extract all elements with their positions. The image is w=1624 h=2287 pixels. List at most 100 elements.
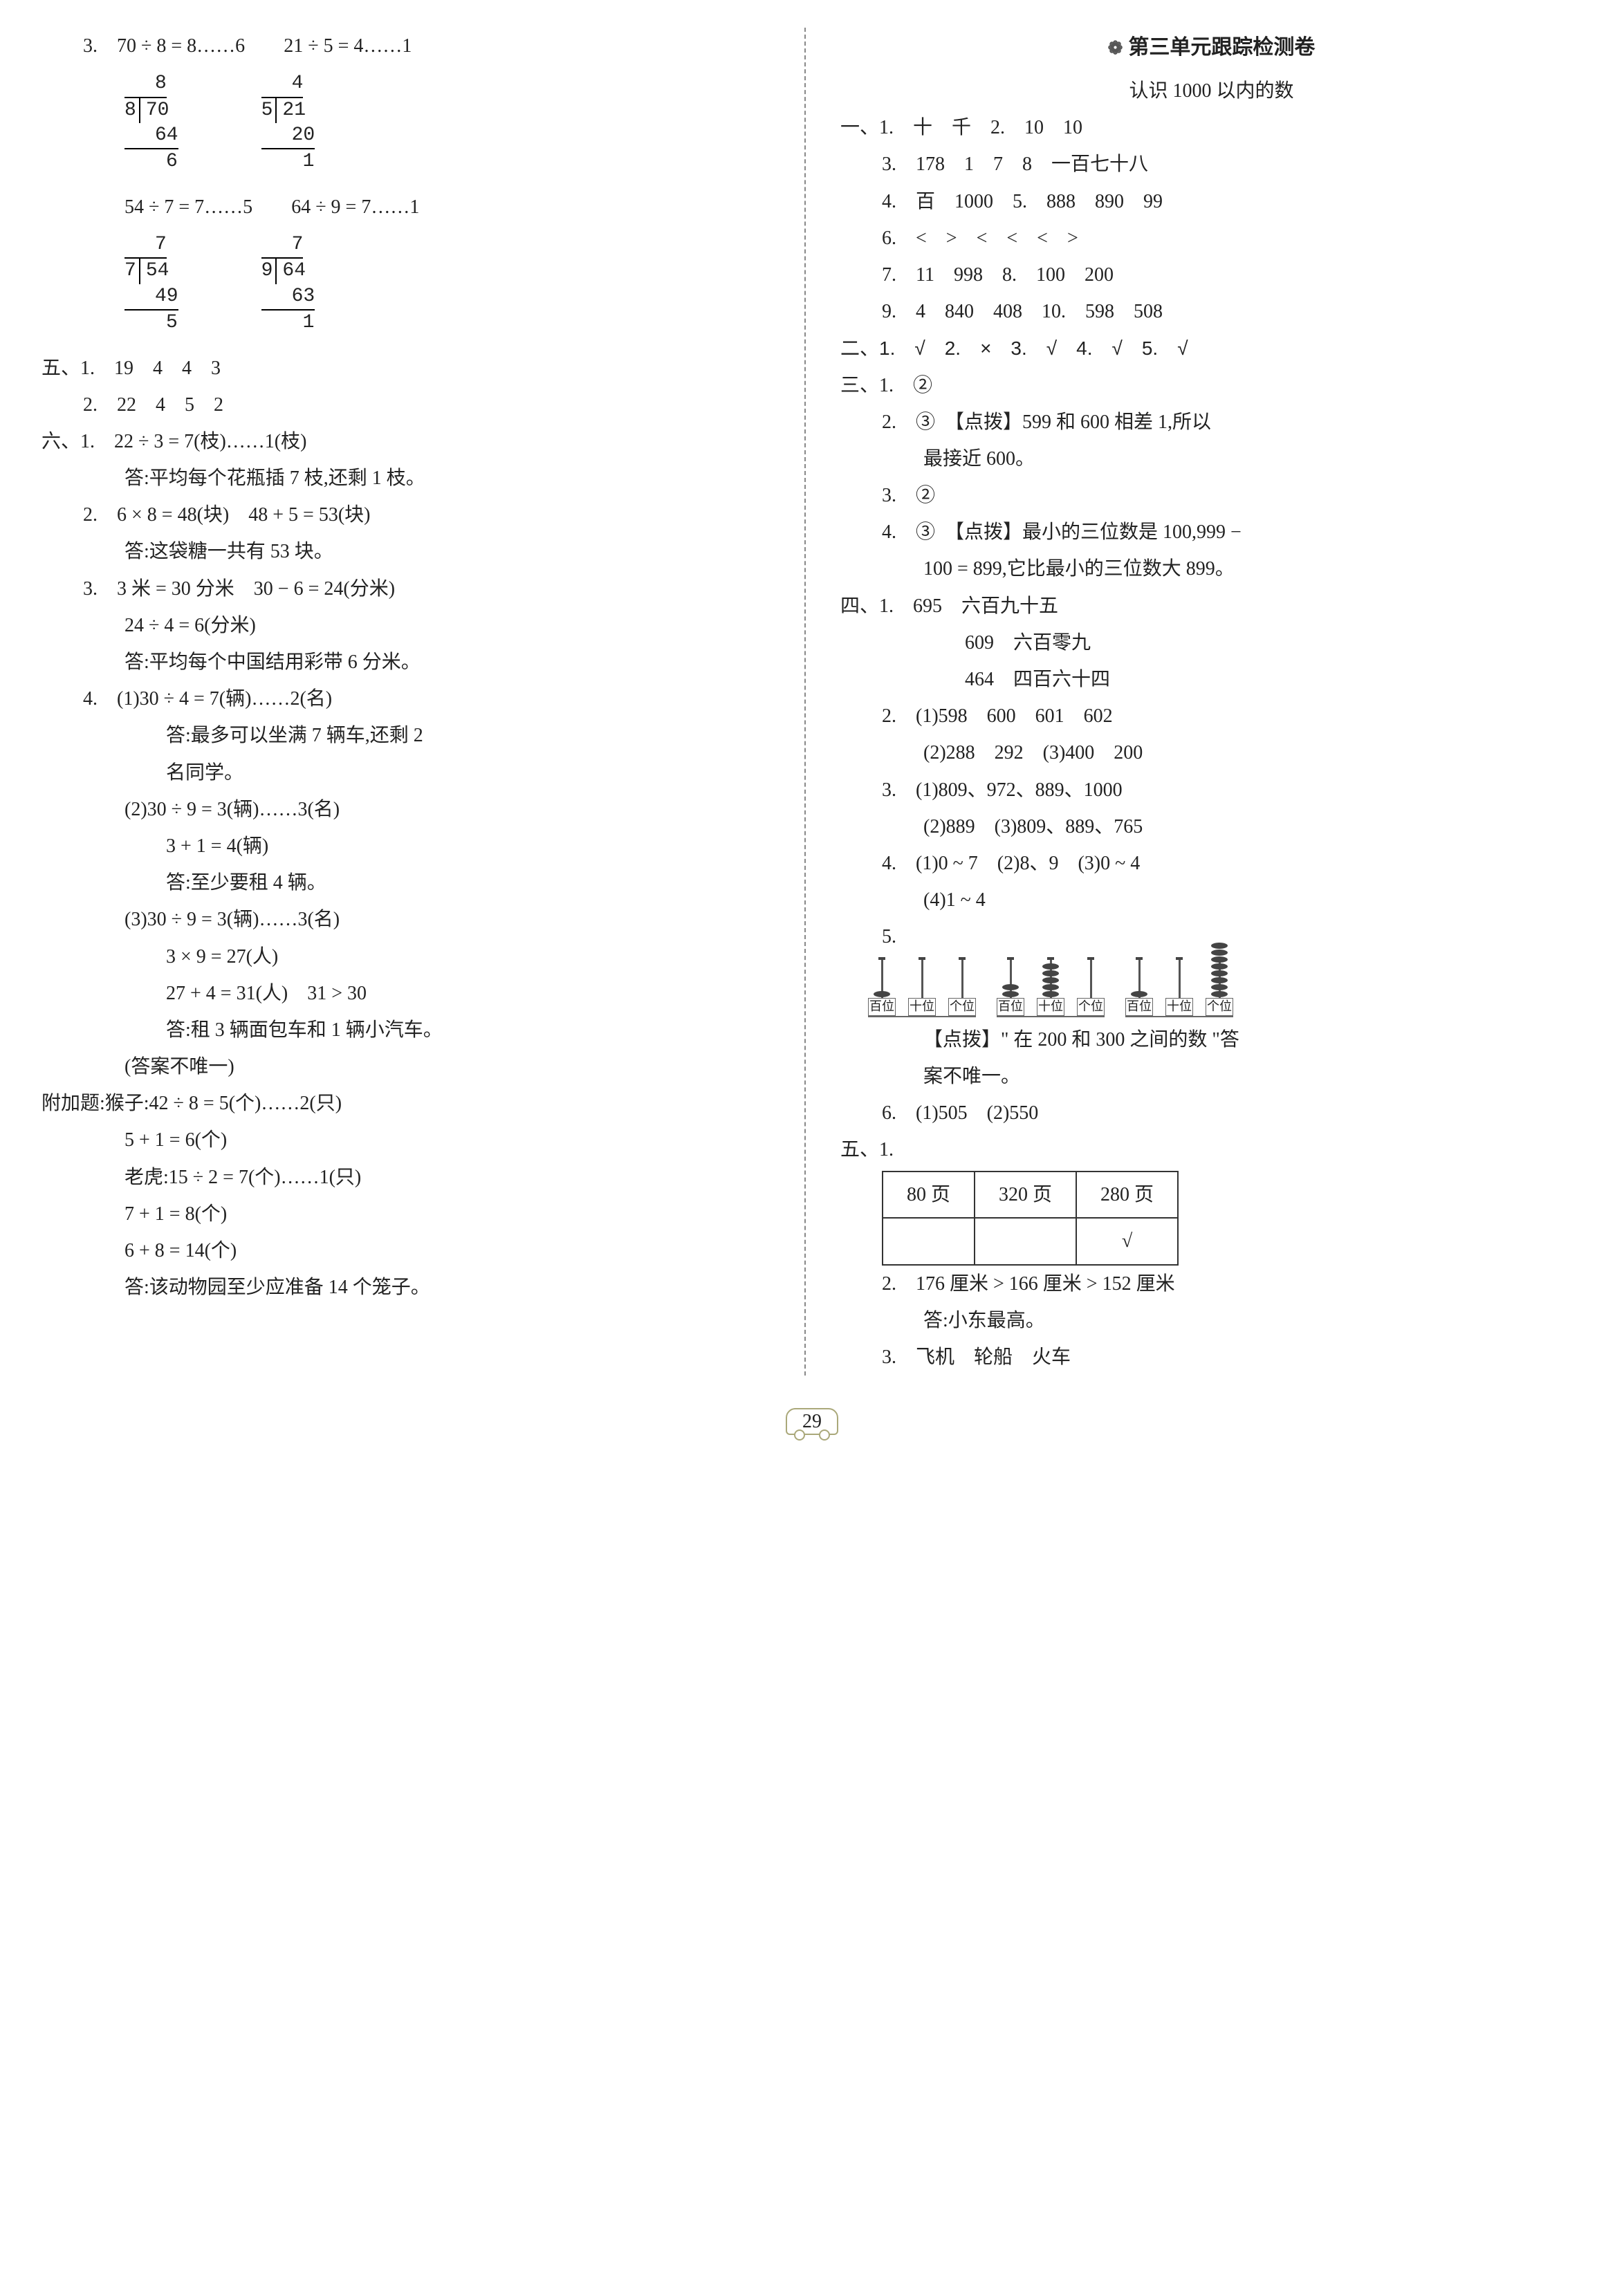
calc-line: 6 + 8 = 14(个) bbox=[41, 1232, 784, 1269]
table-cell bbox=[975, 1218, 1076, 1264]
abacus-rod: 十位 bbox=[1037, 960, 1064, 1016]
table-cell: 280 页 bbox=[1076, 1172, 1178, 1218]
section-5-2: 2. 22 4 5 2 bbox=[41, 387, 784, 423]
paw-icon: ❁ bbox=[1108, 38, 1123, 58]
table-row: 80 页 320 页 280 页 bbox=[883, 1172, 1178, 1218]
table-row: √ bbox=[883, 1218, 1178, 1264]
abacus-rod: 百位 bbox=[868, 960, 896, 1016]
title-text: 第三单元跟踪检测卷 bbox=[1128, 36, 1315, 59]
calc-line: 24 ÷ 4 = 6(分米) bbox=[41, 607, 784, 644]
longdiv-a: 8 870 64 6 bbox=[124, 71, 178, 175]
table-cell: 80 页 bbox=[883, 1172, 975, 1218]
answer-line: 答:租 3 辆面包车和 1 辆小汽车。 bbox=[41, 1012, 784, 1048]
hint-cont: 最接近 600。 bbox=[840, 441, 1583, 477]
longdiv-row-2: 7 754 49 5 7 964 63 1 bbox=[41, 232, 784, 336]
eq: 70 ÷ 8 = 8……6 bbox=[117, 35, 245, 57]
answer-line: 答:至少要租 4 辆。 bbox=[41, 864, 784, 901]
abacus-label: 个位 bbox=[1206, 998, 1233, 1016]
page-number: 29 bbox=[802, 1411, 822, 1432]
section-5-3: 3. 飞机 轮船 火车 bbox=[840, 1339, 1583, 1376]
abacus-label: 个位 bbox=[948, 998, 976, 1016]
section-5-table: 80 页 320 页 280 页 √ bbox=[882, 1171, 1179, 1265]
left-column: 3. 70 ÷ 8 = 8……6 21 ÷ 5 = 4……1 8 870 64 … bbox=[41, 28, 806, 1376]
section-3-1: 三、1. ② bbox=[840, 367, 1583, 404]
abacus-label: 百位 bbox=[1125, 998, 1153, 1016]
table-cell: 320 页 bbox=[975, 1172, 1076, 1218]
unit-subtitle: 认识 1000 以内的数 bbox=[840, 73, 1583, 109]
calc-line: 老虎:15 ÷ 2 = 7(个)……1(只) bbox=[41, 1159, 784, 1196]
section-1-6: 6. < > < < < > bbox=[840, 220, 1583, 257]
answer-line: 答:该动物园至少应准备 14 个笼子。 bbox=[41, 1269, 784, 1306]
unit-title: ❁第三单元跟踪检测卷 bbox=[840, 28, 1583, 67]
hint-cont: 100 = 899,它比最小的三位数大 899。 bbox=[840, 550, 1583, 587]
answer-line: 答:平均每个花瓶插 7 枝,还剩 1 枝。 bbox=[41, 460, 784, 497]
abacus-label: 个位 bbox=[1077, 998, 1105, 1016]
table-cell: √ bbox=[1076, 1218, 1178, 1264]
abacus-rod: 个位 bbox=[948, 960, 976, 1016]
calc-line: 3 × 9 = 27(人) bbox=[41, 938, 784, 975]
abacus-label: 百位 bbox=[997, 998, 1024, 1016]
calc-line: (2)30 ÷ 9 = 3(辆)……3(名) bbox=[41, 791, 784, 828]
longdiv-b: 4 521 20 1 bbox=[261, 71, 315, 175]
abacus-rod: 百位 bbox=[997, 960, 1024, 1016]
page-number-badge: 29 bbox=[786, 1408, 838, 1435]
section-4-5: 5. bbox=[840, 918, 1583, 955]
section-2: 二、1. √ 2. × 3. √ 4. √ 5. √ bbox=[840, 330, 1583, 367]
eq: 64 ÷ 9 = 7……1 bbox=[291, 196, 419, 218]
answer-line: 答:平均每个中国结用彩带 6 分米。 bbox=[41, 644, 784, 680]
calc-line: 3 + 1 = 4(辆) bbox=[41, 828, 784, 864]
calc-line: 5 + 1 = 6(个) bbox=[41, 1122, 784, 1158]
calc-line: 7 + 1 = 8(个) bbox=[41, 1196, 784, 1232]
section-4-1b: 464 四百六十四 bbox=[840, 661, 1583, 698]
longdiv-c: 7 754 49 5 bbox=[124, 232, 178, 336]
section-4-4a: (4)1 ~ 4 bbox=[840, 882, 1583, 918]
page-number-wrap: 29 bbox=[41, 1403, 1583, 1440]
abacus-rod: 十位 bbox=[1165, 960, 1193, 1016]
section-4-3: 3. (1)809、972、889、1000 bbox=[840, 772, 1583, 808]
calc-line: (3)30 ÷ 9 = 3(辆)……3(名) bbox=[41, 901, 784, 938]
section-6-4: 4. (1)30 ÷ 4 = 7(辆)……2(名) bbox=[41, 680, 784, 717]
calc-line: 27 + 4 = 31(人) 31 > 30 bbox=[41, 975, 784, 1012]
answer-line: 答:小东最高。 bbox=[840, 1302, 1583, 1339]
answer-cont: 名同学。 bbox=[41, 754, 784, 791]
section-1-1: 一、1. 十 千 2. 10 10 bbox=[840, 109, 1583, 146]
note-line: (答案不唯一) bbox=[41, 1048, 784, 1085]
section-1-4: 4. 百 1000 5. 888 890 99 bbox=[840, 183, 1583, 220]
eq-row: 54 ÷ 7 = 7……5 64 ÷ 9 = 7……1 bbox=[41, 189, 784, 225]
section-4-5note2: 案不唯一。 bbox=[840, 1058, 1583, 1095]
section-4-1a: 609 六百零九 bbox=[840, 624, 1583, 661]
section-5-1: 五、1. 19 4 4 3 bbox=[41, 350, 784, 387]
abacus-rod: 十位 bbox=[908, 960, 936, 1016]
section-4-4: 4. (1)0 ~ 7 (2)8、9 (3)0 ~ 4 bbox=[840, 845, 1583, 882]
abacus-label: 十位 bbox=[1037, 998, 1064, 1016]
section-6-3: 3. 3 米 = 30 分米 30 − 6 = 24(分米) bbox=[41, 571, 784, 607]
page-content: 3. 70 ÷ 8 = 8……6 21 ÷ 5 = 4……1 8 870 64 … bbox=[41, 28, 1583, 1376]
section-4-6: 6. (1)505 (2)550 bbox=[840, 1095, 1583, 1131]
section-3-3: 3. ② bbox=[840, 477, 1583, 514]
abacus-label: 十位 bbox=[1165, 998, 1193, 1016]
abacus-rod: 个位 bbox=[1077, 960, 1105, 1016]
section-4-3a: (2)889 (3)809、889、765 bbox=[840, 808, 1583, 845]
extra-header: 附加题:猴子:42 ÷ 8 = 5(个)……2(只) bbox=[41, 1085, 784, 1122]
abacus-label: 十位 bbox=[908, 998, 936, 1016]
abacus-rod: 百位 bbox=[1125, 960, 1153, 1016]
section-4-2a: (2)288 292 (3)400 200 bbox=[840, 734, 1583, 771]
longdiv-d: 7 964 63 1 bbox=[261, 232, 315, 336]
section-4-2: 2. (1)598 600 601 602 bbox=[840, 698, 1583, 734]
section-6-1: 六、1. 22 ÷ 3 = 7(枝)……1(枝) bbox=[41, 423, 784, 460]
abacus-row: 百位十位个位百位十位个位百位十位个位 bbox=[840, 960, 1583, 1017]
section-5-2: 2. 176 厘米 > 166 厘米 > 152 厘米 bbox=[840, 1266, 1583, 1302]
abacus: 百位十位个位 bbox=[1125, 960, 1233, 1017]
section-3-2: 2. ③ 【点拨】599 和 600 相差 1,所以 bbox=[840, 404, 1583, 441]
answer-line: 答:最多可以坐满 7 辆车,还剩 2 bbox=[41, 717, 784, 754]
section-4-5note: 【点拨】" 在 200 和 300 之间的数 "答 bbox=[840, 1021, 1583, 1058]
section-6-2: 2. 6 × 8 = 48(块) 48 + 5 = 53(块) bbox=[41, 497, 784, 533]
right-column: ❁第三单元跟踪检测卷 认识 1000 以内的数 一、1. 十 千 2. 10 1… bbox=[833, 28, 1583, 1376]
abacus: 百位十位个位 bbox=[868, 960, 976, 1017]
section-4-1: 四、1. 695 六百九十五 bbox=[840, 588, 1583, 624]
abacus-label: 百位 bbox=[868, 998, 896, 1016]
problem-3-header: 3. 70 ÷ 8 = 8……6 21 ÷ 5 = 4……1 bbox=[41, 28, 784, 64]
section-1-7: 7. 11 998 8. 100 200 bbox=[840, 257, 1583, 293]
section-5-1: 五、1. bbox=[840, 1131, 1583, 1168]
answer-line: 答:这袋糖一共有 53 块。 bbox=[41, 533, 784, 570]
